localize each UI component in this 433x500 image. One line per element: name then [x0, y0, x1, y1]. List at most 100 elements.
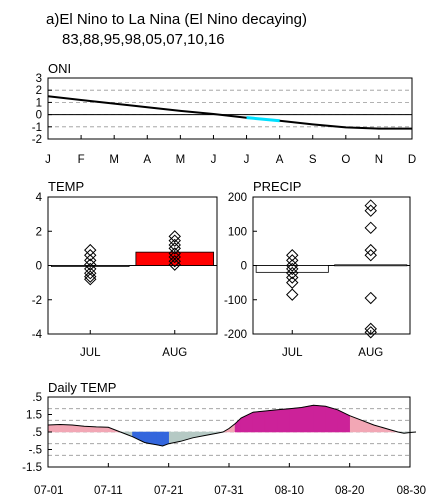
daily-area-segment: [373, 424, 387, 433]
precip-xtick-label: AUG: [358, 347, 383, 359]
temp-diamond-point: [168, 258, 181, 271]
oni-ytick-label: 0: [36, 110, 42, 122]
daily-xtick-label: 08-30: [397, 485, 426, 497]
precip-ytick-label: 200: [228, 192, 247, 204]
oni-frame: [47, 77, 413, 140]
daily-ytick-label: .5: [32, 392, 42, 404]
oni-xtick-label: A: [276, 154, 284, 166]
oni-ytick-label: 3: [36, 73, 42, 85]
precip-diamond-point: [286, 276, 299, 289]
daily-ytick-label: -1.5: [22, 462, 42, 474]
precip-diamond-point: [286, 254, 299, 267]
temp-diamond-point: [84, 272, 97, 286]
daily-area-segment: [47, 424, 61, 433]
precip-ytick-label: 0: [241, 261, 247, 273]
daily-title: Daily TEMP: [48, 380, 116, 395]
oni-ytick-label: -1: [32, 122, 42, 134]
precip-diamond-point: [364, 326, 377, 339]
temp-xtick-label: AUG: [162, 347, 187, 359]
daily-temp-panel: Daily TEMP .5 1.5 .5 -.5 -1.5 07-01 07-11 07-21 0…: [22, 380, 426, 497]
temp-title: TEMP: [48, 179, 84, 194]
temp-diamond-point: [168, 230, 181, 243]
daily-xtick-label: 07-31: [214, 485, 243, 497]
daily-area-segment: [313, 404, 326, 433]
daily-area-segment: [144, 431, 151, 444]
oni-xtick-label: S: [309, 154, 317, 166]
daily-area-segment: [59, 424, 73, 433]
precip-diamond-point: [286, 249, 299, 262]
oni-xtick-label: F: [78, 154, 85, 166]
temp-diamond-point: [84, 249, 97, 262]
temp-diamond-point: [168, 255, 181, 268]
temp-diamond-point: [84, 270, 97, 283]
daily-line: [47, 404, 417, 447]
precip-diamond-point: [364, 291, 377, 305]
daily-area-segment: [277, 408, 290, 433]
precip-bar: [334, 264, 408, 267]
precip-diamond-point: [364, 204, 377, 217]
temp-diamond-point: [168, 250, 181, 264]
precip-ytick-label: -100: [224, 295, 247, 307]
daily-area-segment: [361, 419, 375, 433]
oni-ytick-label: 2: [36, 85, 42, 97]
temp-diamond-point: [84, 258, 97, 271]
oni-xtick-label: M: [109, 154, 119, 166]
precip-diamond-point: [286, 262, 299, 276]
temp-ytick-label: -2: [32, 295, 42, 307]
temp-diamond-point: [168, 238, 181, 252]
oni-xtick-label: A: [143, 154, 151, 166]
precip-title: PRECIP: [253, 179, 301, 194]
precip-diamond-point: [364, 243, 377, 257]
temp-xtick-label: JUL: [80, 347, 101, 359]
oni-ytick-label: -2: [32, 134, 42, 146]
daily-area-segment: [264, 409, 278, 433]
daily-area-segment: [289, 407, 302, 433]
daily-ytick-label: .5: [32, 427, 42, 439]
daily-ytick-label: -.5: [29, 445, 42, 457]
daily-xtick-label: 07-11: [94, 485, 123, 497]
temp-diamond-point: [168, 242, 181, 255]
temp-panel: TEMP 4 2 0 -2 -4 JUL AUG: [32, 179, 218, 359]
oni-xtick-label: J: [244, 154, 250, 166]
precip-diamond-point: [364, 249, 377, 262]
precip-ytick-label: 100: [228, 226, 247, 238]
daily-xtick-label: 07-01: [34, 485, 63, 497]
temp-ytick-label: -4: [32, 329, 43, 341]
oni-title: ONI: [48, 61, 71, 76]
temp-diamond-point: [84, 243, 97, 257]
daily-area-segment: [156, 431, 163, 447]
temp-ytick-label: 4: [36, 192, 43, 204]
precip-diamond-point: [286, 266, 299, 280]
daily-xtick-label: 08-20: [335, 485, 364, 497]
temp-diamond-point: [84, 254, 97, 267]
temp-ytick-label: 0: [36, 261, 42, 273]
oni-xtick-label: J: [45, 154, 51, 166]
daily-area-segment: [325, 406, 338, 433]
oni-xtick-label: D: [408, 154, 416, 166]
precip-ytick-label: -200: [224, 329, 247, 341]
oni-xtick-label: N: [375, 154, 383, 166]
oni-xtick-label: J: [211, 154, 217, 166]
figure-title: a)El Nino to La Nina (El Nino decaying): [46, 11, 307, 28]
precip-diamond-point: [286, 259, 299, 272]
precip-panel: PRECIP 200 100 0 -100 -200 JUL AUG: [224, 179, 411, 359]
daily-area-segment: [252, 410, 266, 433]
oni-line: [47, 95, 412, 130]
precip-diamond-point: [364, 221, 377, 235]
oni-ytick-label: 1: [36, 97, 42, 109]
precip-diamond-point: [286, 271, 299, 284]
temp-diamond-point: [84, 266, 97, 280]
daily-xtick-label: 07-21: [154, 485, 183, 497]
oni-xtick-label: O: [341, 154, 350, 166]
temp-diamond-point: [168, 234, 181, 247]
daily-xtick-label: 08-10: [275, 485, 304, 497]
figure-subtitle: 83,88,95,98,05,07,10,16: [62, 31, 225, 48]
oni-xtick-label: M: [176, 154, 186, 166]
oni-highlight-segment: [246, 116, 280, 123]
precip-diamond-point: [364, 199, 377, 212]
precip-diamond-point: [286, 288, 299, 301]
daily-ytick-label: 1.5: [26, 410, 42, 422]
precip-xtick-label: JUL: [282, 347, 303, 359]
daily-area-segment: [301, 404, 314, 433]
